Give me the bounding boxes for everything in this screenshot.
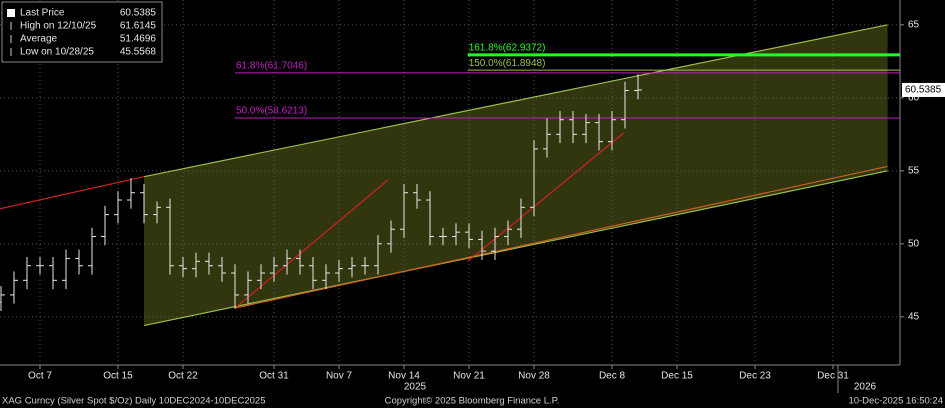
trendline <box>0 176 145 210</box>
fib-label: 61.8%(61.7046) <box>236 61 307 72</box>
legend-label: High on 12/10/25 <box>20 21 97 32</box>
trendline <box>143 24 888 178</box>
x-tick-label: Oct 7 <box>28 371 52 382</box>
legend-label: Last Price <box>20 8 65 19</box>
footer-left: XAG Curncy (Silver Spot $/Oz) Daily 10DE… <box>2 396 265 407</box>
y-tick-label: 50 <box>908 238 920 249</box>
legend: Last Price 60.5385 High on 12/10/25 61.6145… <box>1 1 163 63</box>
fib-label: 161.8%(62.9372) <box>469 43 546 54</box>
x-tick-label: Oct 31 <box>259 371 289 382</box>
x-tick-label: Nov 14 <box>388 371 420 382</box>
legend-value: 45.5568 <box>120 47 157 58</box>
legend-value: 51.4696 <box>120 34 157 45</box>
x-tick-label: Nov 28 <box>518 371 550 382</box>
x-tick-label: Nov 7 <box>326 371 353 382</box>
y-tick-label: 55 <box>908 165 920 176</box>
legend-label: Average <box>20 34 58 45</box>
trendline <box>467 132 625 262</box>
last-price-tag <box>902 82 945 97</box>
x-tick-label: Nov 21 <box>453 371 485 382</box>
trendline <box>143 170 888 327</box>
x-tick-label: Dec 15 <box>661 371 693 382</box>
trendline <box>234 165 888 309</box>
x-tick-label: Oct 15 <box>103 371 133 382</box>
legend-label: Low on 10/28/25 <box>20 47 94 58</box>
year-label: 2026 <box>854 382 877 393</box>
year-label: 2025 <box>404 382 427 393</box>
fib-label: 150.0%(61.8948) <box>469 58 546 69</box>
y-tick-label: 60 <box>908 92 920 103</box>
x-tick-label: Dec 23 <box>739 371 771 382</box>
footer-right: 10-Dec-2025 16:50:24 <box>848 396 943 407</box>
last-price-label: 60.5385 <box>905 85 942 96</box>
x-tick-label: Dec 8 <box>599 371 626 382</box>
legend-value: 60.5385 <box>120 8 157 19</box>
legend-swatch <box>7 9 15 17</box>
legend-value: 61.6145 <box>120 21 157 32</box>
footer-center: Copyright© 2025 Bloomberg Finance L.P. <box>385 396 560 407</box>
x-tick-label: Oct 22 <box>168 371 198 382</box>
y-tick-label: 65 <box>908 19 920 30</box>
legend-box <box>1 1 163 63</box>
y-tick-label: 45 <box>908 311 920 322</box>
x-tick-label: Dec 31 <box>817 371 849 382</box>
channel-fill <box>144 24 888 326</box>
fib-label: 50.0%(58.6213) <box>236 106 307 117</box>
